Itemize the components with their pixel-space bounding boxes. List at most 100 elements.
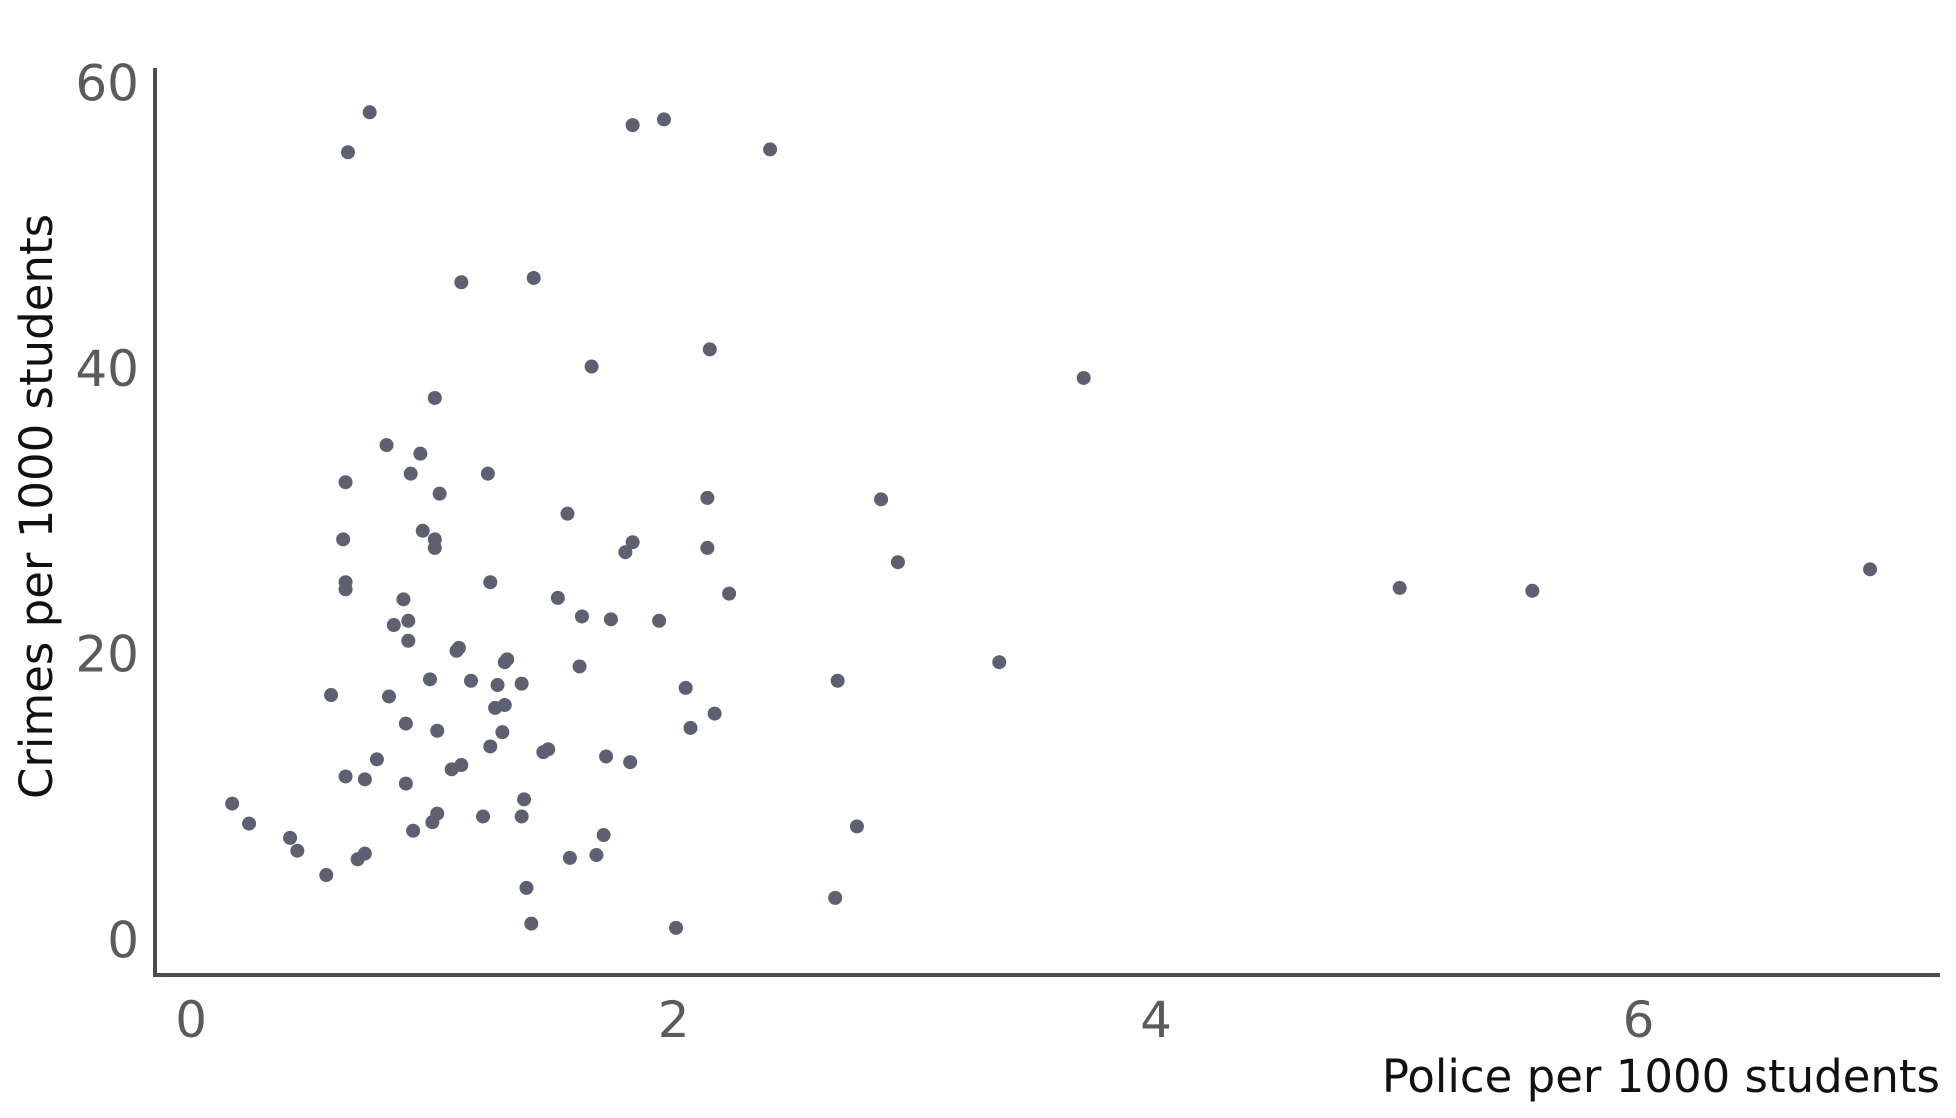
data-point <box>700 540 715 555</box>
data-point <box>526 270 541 285</box>
data-point <box>589 848 604 863</box>
y-tick-label: 0 <box>107 911 139 969</box>
data-point <box>763 142 778 157</box>
data-point <box>242 816 257 831</box>
data-point <box>401 633 416 648</box>
data-point <box>432 486 447 501</box>
data-point <box>415 523 430 538</box>
data-point <box>1076 370 1091 385</box>
data-point <box>707 706 722 721</box>
data-point <box>398 776 413 791</box>
data-point <box>1863 562 1878 577</box>
data-point <box>319 868 334 883</box>
x-tick-label: 6 <box>1623 991 1655 1049</box>
data-point <box>454 758 469 773</box>
data-point <box>225 796 240 811</box>
data-point <box>722 586 737 601</box>
data-point <box>490 678 505 693</box>
data-point <box>379 438 394 453</box>
data-point <box>584 359 599 374</box>
data-point <box>574 609 589 624</box>
data-point <box>396 592 411 607</box>
data-point <box>890 555 905 570</box>
x-tick-label: 4 <box>1140 991 1172 1049</box>
data-point <box>678 680 693 695</box>
data-point <box>830 673 845 688</box>
data-point <box>483 575 498 590</box>
y-tick-labels: 0 20 40 60 <box>75 54 139 969</box>
data-point <box>562 850 577 865</box>
y-axis-title: Crimes per 1000 students <box>10 214 63 799</box>
x-tick-label: 2 <box>658 991 690 1049</box>
data-point <box>541 742 556 757</box>
data-point <box>514 676 529 691</box>
data-point <box>874 492 889 507</box>
data-point <box>403 466 418 481</box>
data-point <box>524 916 539 931</box>
data-point <box>340 145 355 160</box>
data-point <box>338 769 353 784</box>
data-point <box>324 688 339 703</box>
data-point <box>454 275 469 290</box>
data-point <box>398 716 413 731</box>
data-point <box>517 792 532 807</box>
data-point <box>596 828 611 843</box>
data-point <box>514 809 529 824</box>
data-point <box>702 342 717 357</box>
data-point <box>603 612 618 627</box>
data-point <box>430 806 445 821</box>
data-point <box>422 672 437 687</box>
data-point <box>401 613 416 628</box>
data-point <box>623 755 638 770</box>
data-point <box>599 749 614 764</box>
data-point <box>386 618 401 633</box>
data-point <box>406 823 421 838</box>
axes-layer <box>153 68 1940 977</box>
data-point <box>652 613 667 628</box>
data-point <box>427 390 442 405</box>
data-point <box>463 673 478 688</box>
data-point <box>290 843 305 858</box>
data-point <box>700 490 715 505</box>
data-point <box>357 772 372 787</box>
data-point <box>683 720 698 735</box>
data-point <box>1525 583 1540 598</box>
data-point <box>618 545 633 560</box>
data-point <box>519 880 534 895</box>
data-point <box>476 809 491 824</box>
x-axis-title: Police per 1000 students <box>1382 1050 1940 1103</box>
data-point <box>413 446 428 461</box>
data-point <box>1392 580 1407 595</box>
data-point <box>336 532 351 547</box>
data-point <box>572 659 587 674</box>
data-point <box>338 475 353 490</box>
data-point <box>480 466 495 481</box>
data-point <box>451 640 466 655</box>
data-point <box>283 830 298 845</box>
data-point <box>381 689 396 704</box>
data-point <box>497 698 512 713</box>
data-point <box>669 920 684 935</box>
points-layer <box>225 105 1878 935</box>
data-point <box>992 655 1007 670</box>
data-point <box>560 506 575 521</box>
data-point <box>427 532 442 547</box>
y-tick-label: 40 <box>75 340 139 398</box>
y-tick-label: 60 <box>75 54 139 112</box>
data-point <box>357 846 372 861</box>
data-point <box>495 725 510 740</box>
data-point <box>430 723 445 738</box>
data-point <box>625 118 640 133</box>
data-point <box>369 752 384 767</box>
x-tick-labels: 0 2 4 6 <box>175 991 1654 1049</box>
data-point <box>338 582 353 597</box>
data-point <box>550 590 565 605</box>
data-point <box>828 890 843 905</box>
data-point <box>500 652 515 667</box>
data-point <box>362 105 377 120</box>
x-tick-label: 0 <box>175 991 207 1049</box>
data-point <box>483 739 498 754</box>
data-point <box>625 535 640 550</box>
data-point <box>656 112 671 127</box>
